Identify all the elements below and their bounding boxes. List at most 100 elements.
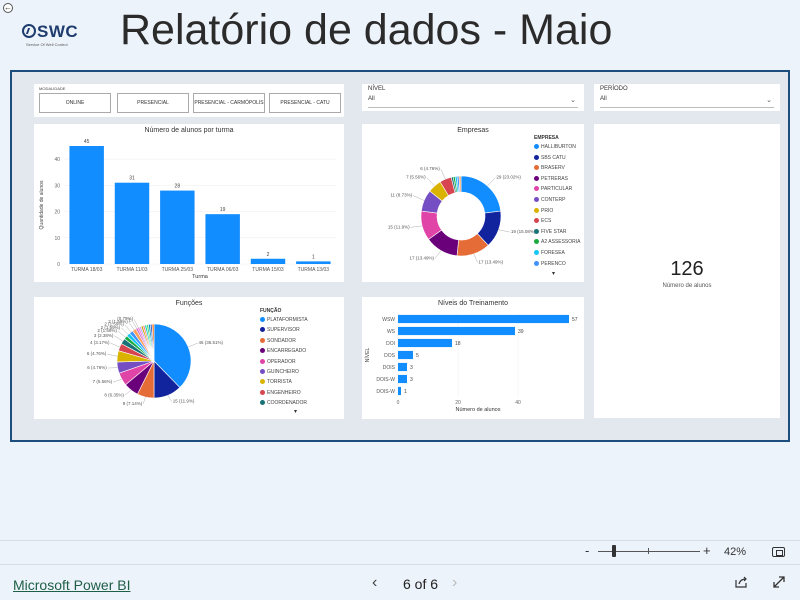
share-icon[interactable]	[734, 575, 748, 589]
funcoes-pie-chart: 46 (36.51%) 15 (11.9%) 9 (7.14%) 8 (6.35%) 7…	[87, 316, 224, 406]
turma-bar-value: 31	[129, 176, 135, 182]
legend-item-label: A2 ASSESSORIA	[541, 239, 581, 246]
empresa-data-label: 29 (23.02%)	[496, 175, 521, 180]
nivel-category-label: DOIS	[383, 365, 396, 371]
fit-to-page-icon[interactable]	[772, 547, 785, 557]
empresas-legend-item[interactable]: A2 ASSESSORIA	[534, 239, 580, 245]
legend-dot-icon	[260, 348, 265, 354]
funcoes-legend-item[interactable]: PLATAFORMISTA	[260, 317, 308, 323]
turma-bar[interactable]	[205, 214, 240, 264]
legend-item-label: PARTICULAR	[541, 186, 573, 193]
funcoes-legend-item[interactable]: COORDENADOR	[260, 400, 307, 406]
fullscreen-icon[interactable]	[772, 575, 786, 589]
nivel-bar-value: 3	[410, 377, 413, 383]
empresas-legend-item[interactable]: PRIO	[534, 207, 553, 214]
niveis-bar-chart: 0 20 40 57 WSW 39 WS 18 DOI 5 DOS 3 DOIS 3 DOIS-W 1 DOIS…	[364, 313, 578, 413]
empresa-slice[interactable]	[458, 175, 462, 193]
empresa-data-label: 7 (5.56%)	[406, 175, 426, 180]
legend-item-label: ENGENHEIRO	[267, 389, 301, 396]
nivel-dropdown[interactable]: All ⌄	[368, 96, 578, 108]
modalidade-option-online[interactable]: ONLINE	[39, 93, 111, 113]
empresas-legend-item[interactable]: PARTICULAR	[534, 186, 572, 192]
empresas-legend-item[interactable]: BRASERV	[534, 165, 565, 171]
empresas-legend-item[interactable]: FORESEA	[534, 250, 565, 256]
logo-text: SWC	[37, 22, 79, 41]
nivel-bar[interactable]	[398, 350, 413, 360]
x-tick-label: 20	[455, 400, 461, 406]
legend-dot-icon	[534, 207, 539, 213]
empresas-legend-item[interactable]: ECS	[534, 218, 551, 224]
empresas-legend-item[interactable]: CONTERP	[534, 197, 565, 203]
legend-scroll-down-icon[interactable]: ▾	[294, 409, 298, 415]
empresa-leader-line	[440, 168, 446, 180]
page-indicator[interactable]: 6 of 6	[403, 576, 439, 592]
zoom-slider-track[interactable]	[598, 551, 700, 552]
nivel-category-label: DOI	[386, 341, 395, 347]
periodo-slicer[interactable]: PERÍODO All ⌄	[594, 84, 780, 111]
nivel-bar[interactable]	[398, 326, 515, 336]
report-canvas: MODALIDADE ONLINE PRESENCIAL PRESENCIAL …	[10, 70, 790, 442]
turma-category-label: TURMA 13/03	[298, 267, 330, 273]
empresa-slice[interactable]	[460, 175, 502, 214]
nivel-bar[interactable]	[398, 314, 569, 324]
back-arrow-icon[interactable]: ←	[3, 3, 13, 13]
empresas-legend-item[interactable]: PETRERAS	[534, 175, 568, 182]
empresas-legend-item[interactable]: PERENCO	[534, 260, 566, 267]
empresa-leader-line	[487, 177, 496, 187]
funcoes-legend-title: FUNÇÃO	[260, 308, 282, 314]
modalidade-option-presencial[interactable]: PRESENCIAL	[117, 93, 189, 113]
legend-dot-icon	[534, 197, 539, 202]
legend-dot-icon	[534, 260, 539, 266]
funcoes-legend-item[interactable]: ENGENHEIRO	[260, 389, 301, 396]
empresas-legend-item[interactable]: FIVE STAR	[534, 228, 566, 235]
modalidade-option-presencial-carmopolis[interactable]: PRESENCIAL - CARMÓPOLIS	[193, 93, 265, 113]
nivel-slicer[interactable]: NÍVEL All ⌄	[362, 84, 584, 111]
funcoes-legend-item[interactable]: ENCARREGADO	[260, 348, 306, 354]
zoom-slider-thumb[interactable]	[612, 545, 616, 557]
nivel-bar-value: 39	[518, 329, 524, 335]
legend-scroll-down-icon[interactable]: ▾	[552, 271, 556, 277]
legend-dot-icon	[534, 186, 539, 192]
modalidade-label: MODALIDADE	[39, 86, 66, 91]
funcao-data-label: 6 (4.76%)	[87, 365, 107, 370]
funcao-slice[interactable]	[151, 323, 155, 362]
legend-item-label: FORESEA	[541, 250, 565, 256]
nivel-bar[interactable]	[398, 374, 407, 384]
x-tick-label: 0	[397, 400, 400, 406]
empresa-leader-line	[434, 250, 442, 259]
empresas-legend-item[interactable]: SBS CATU	[534, 154, 566, 161]
periodo-dropdown[interactable]: All ⌄	[600, 96, 774, 108]
previous-page-icon[interactable]: ‹	[372, 574, 378, 591]
empresa-leader-line	[426, 177, 435, 187]
zoom-in-button[interactable]: +	[703, 543, 711, 558]
nivel-bar[interactable]	[398, 338, 452, 348]
empresa-data-label: 11 (8.73%)	[390, 193, 412, 198]
logo-tagline: Service Of Well Control	[26, 42, 68, 47]
funcoes-legend-item[interactable]: GUINCHEIRO	[260, 369, 299, 375]
turma-bar[interactable]	[160, 190, 195, 264]
zoom-out-button[interactable]: -	[585, 543, 590, 558]
funcao-data-label: 9 (7.14%)	[123, 401, 143, 406]
nivel-bar[interactable]	[398, 362, 407, 372]
funcoes-legend-item[interactable]: SONDADOR	[260, 337, 296, 344]
funcoes-legend-item[interactable]: OPERADOR	[260, 358, 296, 365]
niveis-chart-card: Níveis do Treinamento 0 20 40 57 WSW 39 WS 18 DO…	[362, 297, 584, 419]
next-page-icon[interactable]: ›	[452, 574, 458, 591]
funcoes-legend-item[interactable]: TORRISTA	[260, 379, 292, 385]
empresas-legend-item[interactable]: HALLIBURTON	[534, 144, 576, 150]
zoom-bar-divider	[0, 540, 800, 541]
funcao-data-label: 46 (36.51%)	[199, 340, 224, 345]
x-axis-label: Turma	[192, 274, 209, 280]
modalidade-option-presencial-catu[interactable]: PRESENCIAL - CATU	[269, 93, 341, 113]
funcao-leader-line	[131, 320, 137, 329]
turma-bar[interactable]	[114, 182, 150, 264]
turma-bar[interactable]	[296, 261, 331, 264]
funcoes-legend-item[interactable]: SUPERVISOR	[260, 327, 300, 333]
nivel-bar[interactable]	[398, 386, 401, 396]
power-bi-link[interactable]: Microsoft Power BI	[13, 577, 131, 593]
turma-bar[interactable]	[69, 146, 104, 264]
legend-dot-icon	[260, 369, 265, 374]
legend-dot-icon	[534, 239, 539, 245]
swc-logo: SWC Service Of Well Control	[22, 22, 84, 52]
turma-bar[interactable]	[250, 258, 286, 264]
